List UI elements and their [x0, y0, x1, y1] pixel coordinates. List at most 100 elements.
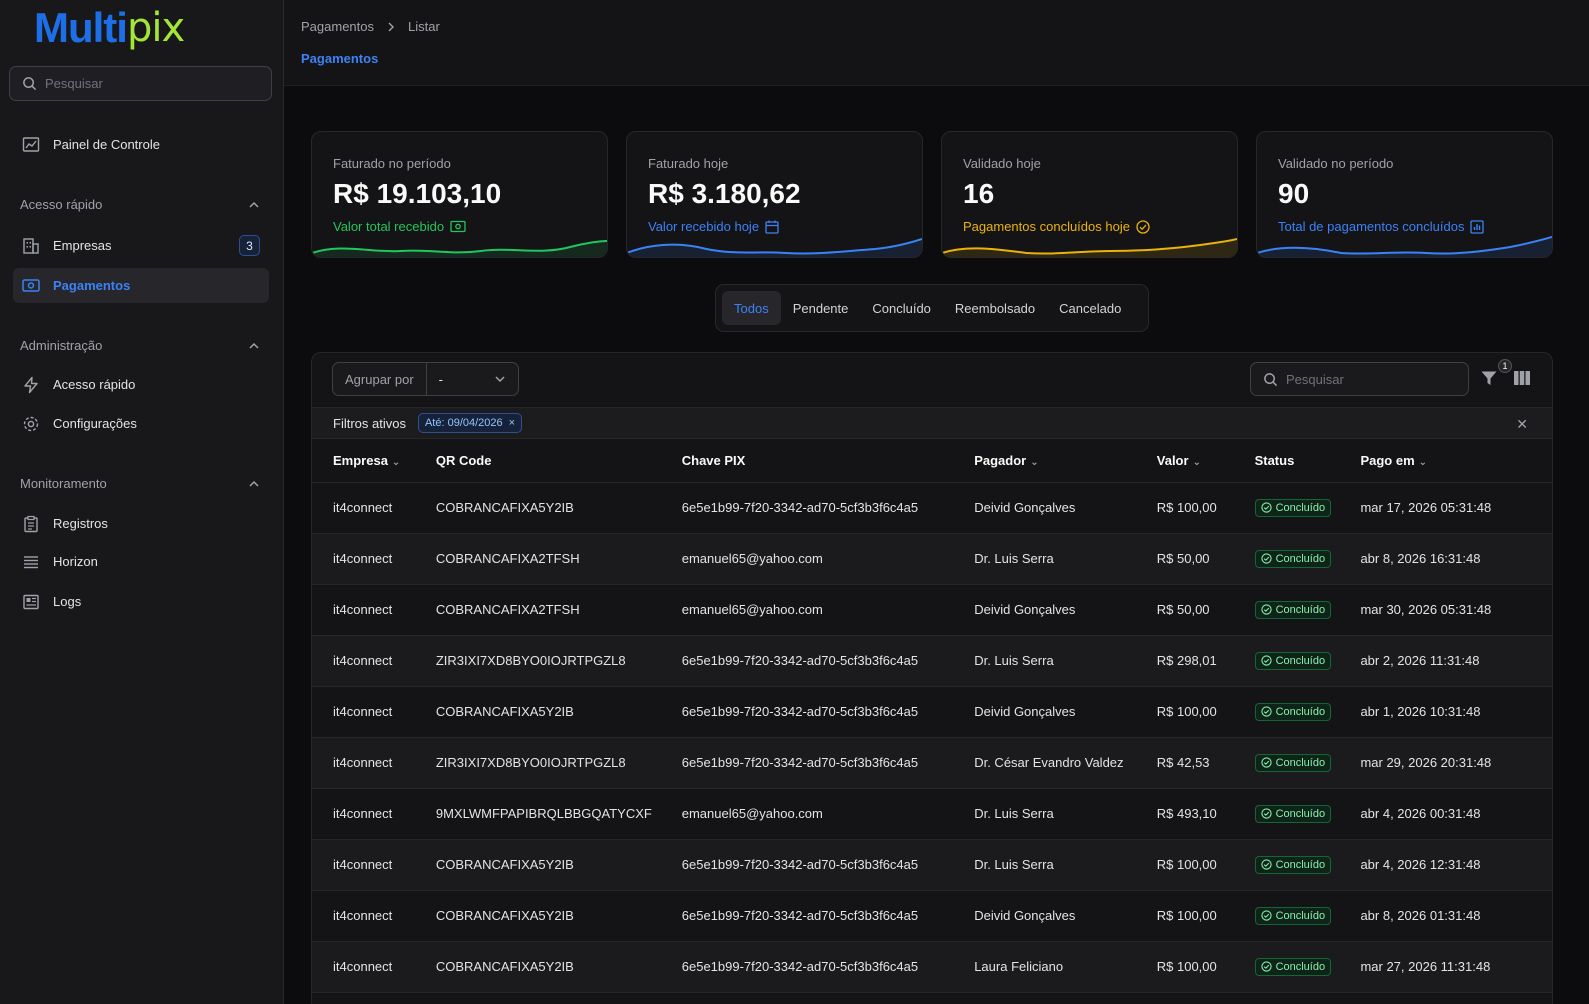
cell-status: Concluído	[1254, 839, 1361, 891]
cell-pago-em: abr 8, 2026 16:31:48	[1360, 533, 1552, 585]
cell-empresa: it4connect	[312, 635, 436, 687]
group-by-dropdown[interactable]: -	[427, 372, 518, 387]
check-circle-icon	[1260, 553, 1272, 564]
stat-description-text: Pagamentos concluídos hoje	[963, 219, 1130, 234]
sidebar-item-label: Pagamentos	[53, 278, 131, 293]
tab-reembolsado[interactable]: Reembolsado	[954, 300, 1036, 316]
tab-cancelado[interactable]: Cancelado	[1059, 300, 1122, 316]
breadcrumb-item-pagamentos[interactable]: Pagamentos	[301, 19, 374, 34]
table-row[interactable]: it4connect ZIR3IXI7XD8BYO0IOJRTPGZL8 6e5e1…	[312, 737, 1552, 789]
check-circle-icon	[1136, 219, 1150, 234]
stat-label: Validado no período	[1278, 156, 1394, 171]
breadcrumb: Pagamentos Listar	[301, 19, 440, 34]
clipboard-icon	[21, 514, 41, 534]
table-row[interactable]: it4connect COBRANCAFIXA5Y2IB 6e5e1b99-7f20…	[312, 839, 1552, 891]
cell-valor: R$ 100,00	[1156, 482, 1255, 534]
sidebar-item-pagamentos[interactable]: Pagamentos	[13, 268, 269, 303]
logo-text-multi: Multi	[34, 4, 128, 51]
cell-pagador: Dr. Luis Serra	[974, 533, 1157, 585]
sidebar-item-dashboard[interactable]: Painel de Controle	[13, 127, 269, 162]
chevron-down-icon: ⌄	[1192, 456, 1201, 468]
cell-qr-code: COBRANCAFIXA5Y2IB	[435, 686, 682, 738]
cell-chave-pix: 6e5e1b99-7f20-3342-ad70-5cf3b3f6c4a5	[681, 635, 975, 687]
cell-qr-code: COBRANCAFIXA5Y2IB	[435, 482, 682, 534]
table-row[interactable]: it4connect COBRANCAFIXA2TFSH emanuel65@yah…	[312, 533, 1552, 585]
cell-status: Concluído	[1254, 584, 1361, 636]
cell-empresa: it4connect	[312, 737, 436, 789]
stat-description-text: Valor total recebido	[333, 219, 445, 234]
cell-empresa: it4connect	[312, 686, 436, 738]
filter-chip[interactable]: Até: 09/04/2026 ×	[417, 413, 523, 433]
column-header-valor[interactable]: Valor ⌄	[1156, 439, 1255, 483]
stat-value: 16	[963, 178, 995, 209]
chevron-down-icon: ⌄	[1030, 456, 1039, 468]
table-row[interactable]: it4connect COBRANCAFIXA2TFSH emanuel65@yah…	[312, 584, 1552, 636]
sidebar-item-horizon[interactable]: Horizon	[13, 544, 269, 579]
cell-chave-pix: 6e5e1b99-7f20-3342-ad70-5cf3b3f6c4a5	[681, 941, 975, 993]
section-title: Monitoramento	[20, 476, 107, 491]
section-header-quick-access[interactable]: Acesso rápido	[20, 197, 260, 212]
close-icon[interactable]: ×	[508, 417, 516, 429]
filter-icon[interactable]	[1480, 369, 1498, 387]
sidebar-item-configuracoes[interactable]: Configurações	[13, 406, 269, 441]
cell-pagador: Dr. César Evandro Valdez	[974, 737, 1157, 789]
cell-chave-pix: 6e5e1b99-7f20-3342-ad70-5cf3b3f6c4a5	[681, 737, 975, 789]
group-by-select[interactable]: Agrupar por -	[332, 362, 519, 396]
table-row[interactable]: it4connect COBRANCAFIXA5Y2IB 6e5e1b99-7f20…	[312, 890, 1552, 942]
status-badge: Concluído	[1254, 702, 1332, 721]
money-icon	[21, 276, 41, 296]
section-header-monitoring[interactable]: Monitoramento	[20, 476, 260, 491]
status-badge-label: Concluído	[1275, 705, 1326, 718]
sidebar-search[interactable]	[9, 66, 272, 101]
sidebar-item-registros[interactable]: Registros	[13, 506, 269, 541]
column-header-empresa[interactable]: Empresa ⌄	[312, 439, 436, 483]
sparkline	[627, 238, 922, 257]
sidebar-item-empresas[interactable]: Empresas 3	[13, 228, 269, 263]
group-by-label: Agrupar por	[333, 363, 427, 395]
table-row[interactable]: it4connect COBRANCAFIXA5Y2IB 6e5e1b99-7f20…	[312, 941, 1552, 993]
table-search-input[interactable]	[1286, 371, 1456, 387]
table-row[interactable]: it4connect COBRANCAFIXA5Y2IB 6e5e1b99-7f20…	[312, 686, 1552, 738]
status-badge-label: Concluído	[1275, 909, 1326, 922]
columns-icon[interactable]	[1513, 370, 1531, 386]
page-header: Pagamentos Listar Pagamentos	[284, 0, 1589, 86]
sidebar-item-acesso-rapido[interactable]: Acesso rápido	[13, 367, 269, 402]
column-header-pago-em[interactable]: Pago em ⌄	[1360, 439, 1552, 483]
clear-filters-icon[interactable]: ✕	[1516, 416, 1528, 432]
tab-pendente[interactable]: Pendente	[792, 300, 849, 316]
table-row[interactable]: it4connect COBRANCAFIXA5Y2IB 6e5e1b99-7f20…	[312, 482, 1552, 534]
status-badge-label: Concluído	[1275, 603, 1326, 616]
status-badge-label: Concluído	[1275, 858, 1326, 871]
cell-qr-code: COBRANCAFIXA5Y2IB	[435, 941, 682, 993]
stat-card-validado-hoje: Validado hoje 16 Pagamentos concluídos h…	[941, 131, 1238, 258]
cell-pago-em: abr 4, 2026 12:31:48	[1360, 839, 1552, 891]
cell-pago-em: abr 1, 2026 10:31:48	[1360, 686, 1552, 738]
cell-status: Concluído	[1254, 635, 1361, 687]
cell-empresa: it4connect	[312, 941, 436, 993]
check-circle-icon	[1260, 655, 1272, 666]
section-title: Acesso rápido	[20, 197, 103, 212]
filter-count-badge: 1	[1498, 359, 1512, 373]
cell-pago-em: mar 30, 2026 05:31:48	[1360, 584, 1552, 636]
server-icon	[21, 552, 41, 572]
cell-pagador: Dr. Luis Serra	[974, 839, 1157, 891]
section-header-admin[interactable]: Administração	[20, 338, 260, 353]
tab-concluido[interactable]: Concluído	[872, 300, 931, 316]
table-row[interactable]: it4connect ZIR3IXI7XD8BYO0IOJRTPGZL8 6e5e1…	[312, 635, 1552, 687]
sidebar-item-logs[interactable]: Logs	[13, 584, 269, 619]
table-search[interactable]	[1250, 362, 1469, 396]
status-badge: Concluído	[1254, 600, 1332, 619]
column-header-pagador[interactable]: Pagador ⌄	[974, 439, 1157, 483]
sidebar-search-input[interactable]	[45, 76, 245, 91]
sidebar-item-label: Configurações	[53, 416, 137, 431]
group-by-value: -	[438, 371, 443, 387]
brand-logo[interactable]: Multi pix	[34, 4, 185, 54]
table-row[interactable]: it4connect 9MXLWMFPAPIBRQLBBGQATYCXF emanu…	[312, 788, 1552, 840]
cell-empresa: it4connect	[312, 788, 436, 840]
cell-pagador: Deivid Gonçalves	[974, 890, 1157, 942]
cell-pago-em: mar 29, 2026 20:31:48	[1360, 737, 1552, 789]
tab-todos[interactable]: Todos	[722, 291, 781, 325]
column-header-label: Chave PIX	[681, 452, 746, 468]
cell-status: Concluído	[1254, 737, 1361, 789]
cell-qr-code: ZIR3IXI7XD8BYO0IOJRTPGZL8	[435, 737, 682, 789]
